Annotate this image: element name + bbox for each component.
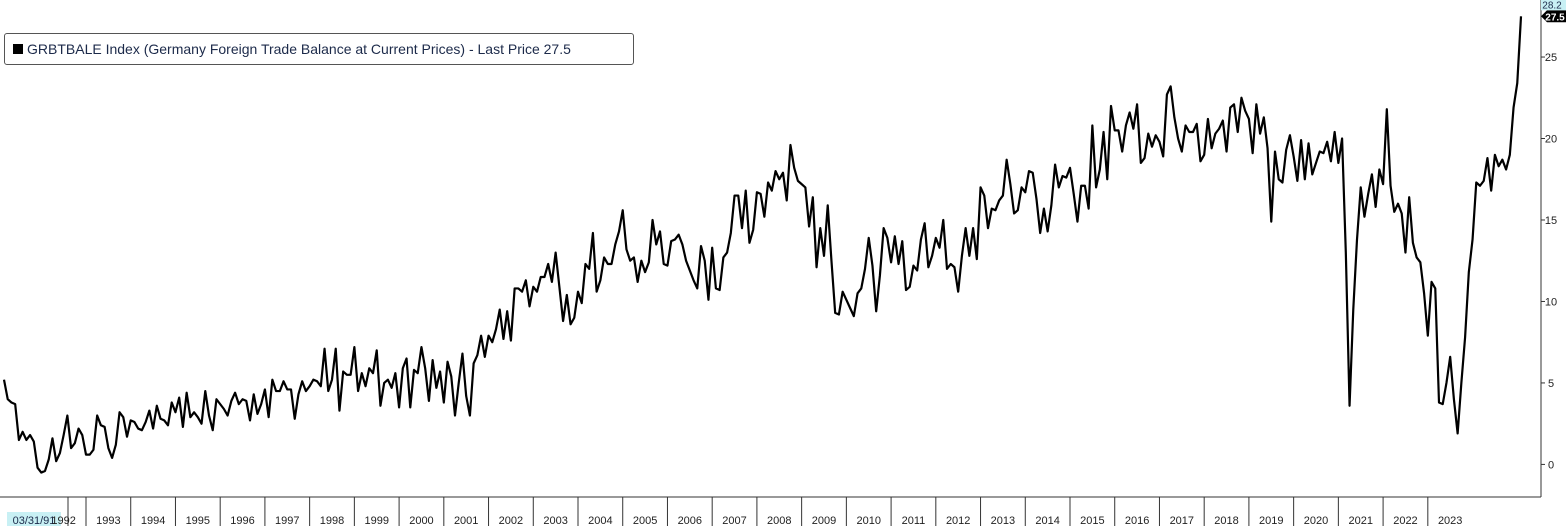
x-tick-label: 2015 xyxy=(1080,515,1104,526)
start-date-highlight xyxy=(7,512,61,526)
x-tick-label: 1997 xyxy=(275,515,299,526)
x-tick-label: 2011 xyxy=(902,515,926,526)
x-tick-label: 2016 xyxy=(1125,515,1149,526)
x-tick-label: 2007 xyxy=(722,515,746,526)
x-tick-label: 1992 xyxy=(51,515,75,526)
x-tick-label: 1993 xyxy=(96,515,120,526)
x-tick-label: 1996 xyxy=(230,515,254,526)
x-tick-label: 2009 xyxy=(812,515,836,526)
high-badge xyxy=(1541,0,1566,11)
high-label: 28.2 xyxy=(1542,0,1562,11)
x-tick-label: 2022 xyxy=(1393,515,1417,526)
x-tick-label: 2002 xyxy=(499,515,523,526)
x-tick-label: 2019 xyxy=(1259,515,1283,526)
y-tick-label: 5 xyxy=(1548,378,1554,390)
x-tick-label: 1999 xyxy=(364,515,388,526)
x-tick-label: 2020 xyxy=(1304,515,1328,526)
x-tick-label: 2014 xyxy=(1035,515,1059,526)
legend-swatch-icon xyxy=(13,44,23,54)
x-tick-label: 2017 xyxy=(1170,515,1194,526)
x-tick-label: 2023 xyxy=(1438,515,1462,526)
series-line xyxy=(2,16,1523,474)
x-tick-label: 2021 xyxy=(1348,515,1372,526)
chart-legend: GRBTBALE Index (Germany Foreign Trade Ba… xyxy=(4,33,634,65)
x-tick-label: 2001 xyxy=(454,515,478,526)
x-tick-label: 2005 xyxy=(633,515,657,526)
x-tick-label: 2012 xyxy=(946,515,970,526)
x-tick-label: 1994 xyxy=(141,515,165,526)
last-price-label: 27.5 xyxy=(1545,12,1565,23)
x-tick-label: 2004 xyxy=(588,515,612,526)
x-tick-label: 2013 xyxy=(991,515,1015,526)
x-tick-label: 2003 xyxy=(543,515,567,526)
x-tick-label: 1995 xyxy=(186,515,210,526)
x-tick-label-start: 03/31/91 xyxy=(13,515,56,526)
y-tick-label: 15 xyxy=(1545,215,1557,227)
x-tick-label: 2008 xyxy=(767,515,791,526)
x-tick-label: 2006 xyxy=(678,515,702,526)
y-tick-label: 0 xyxy=(1548,459,1554,471)
x-tick-label: 2000 xyxy=(409,515,433,526)
y-tick-label: 10 xyxy=(1545,296,1557,308)
last-price-badge xyxy=(1541,10,1566,23)
y-tick-label: 25 xyxy=(1545,52,1557,64)
x-tick-label: 1998 xyxy=(320,515,344,526)
y-tick-label: 20 xyxy=(1545,134,1557,146)
x-tick-label: 2018 xyxy=(1214,515,1238,526)
x-tick-label: 2010 xyxy=(856,515,880,526)
legend-label: GRBTBALE Index (Germany Foreign Trade Ba… xyxy=(27,41,571,57)
